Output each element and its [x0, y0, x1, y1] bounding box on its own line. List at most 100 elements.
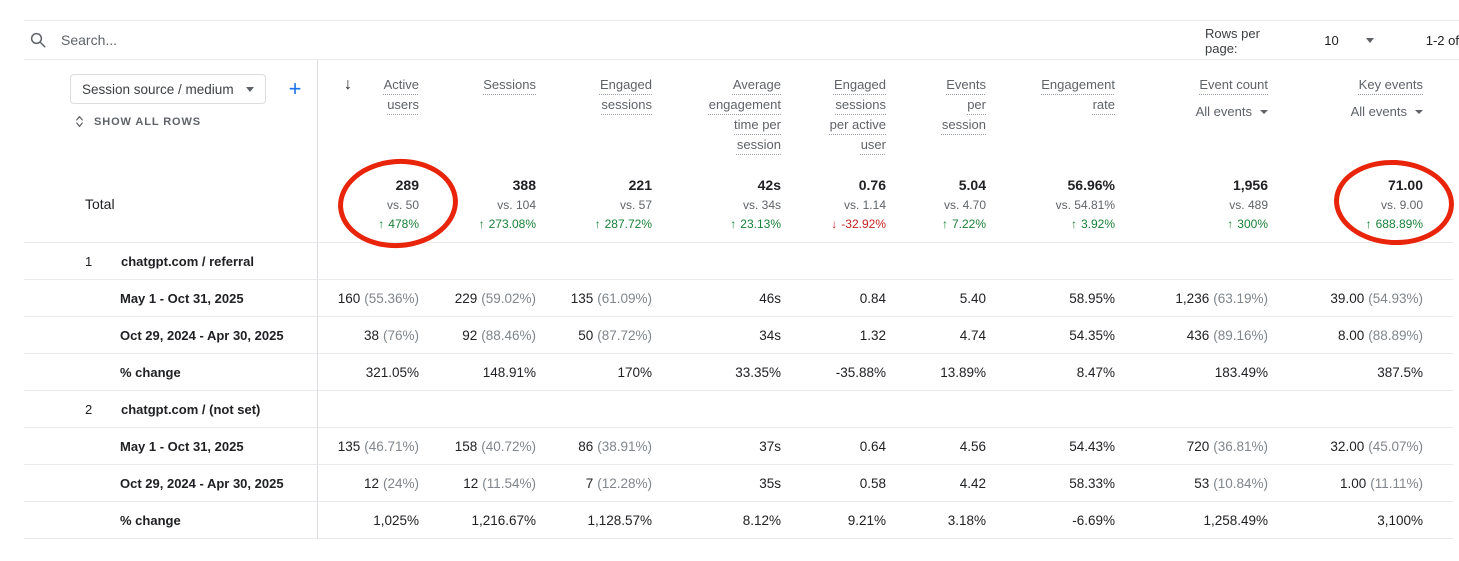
metric-cell: 720 (36.81%) — [1125, 428, 1278, 465]
total-engaged-sessions-per-user: 0.76 vs. 1.14 -32.92% — [791, 165, 896, 243]
metric-cell: 3.18% — [896, 502, 996, 539]
metric-cell: 13.89% — [896, 354, 996, 391]
total-avg-engagement-time: 42s vs. 34s 23.13% — [662, 165, 791, 243]
change-indicator: 300% — [1227, 216, 1268, 232]
metric-cell: 8.00 (88.89%) — [1278, 317, 1453, 354]
rows-per-page-label: Rows per page: — [1205, 25, 1260, 56]
total-active-users: 289 vs. 50 478% — [317, 165, 429, 243]
metric-cell: 0.64 — [791, 428, 896, 465]
trend-arrow-icon — [1227, 217, 1233, 231]
empty-cell — [546, 243, 662, 280]
table-search-bar — [24, 21, 1459, 60]
metric-cell: 92 (88.46%) — [429, 317, 546, 354]
column-header-engaged-sessions[interactable]: Engaged sessions — [599, 77, 652, 112]
empty-cell — [996, 391, 1125, 428]
metric-cell: 160 (55.36%) — [317, 280, 429, 317]
change-indicator: 3.92% — [1071, 216, 1115, 232]
chevron-down-icon — [1365, 38, 1374, 43]
metric-cell: 183.49% — [1125, 354, 1278, 391]
metric-cell: 1.32 — [791, 317, 896, 354]
group-row-dimension[interactable]: 1 chatgpt.com / referral — [24, 243, 317, 280]
column-header-key-events[interactable]: Key events All events — [1278, 60, 1453, 165]
trend-arrow-icon — [1366, 217, 1372, 231]
metric-cell: 4.56 — [896, 428, 996, 465]
metric-cell: 4.74 — [896, 317, 996, 354]
empty-cell — [429, 391, 546, 428]
date-range-row-label: May 1 - Oct 31, 2025 — [24, 428, 317, 465]
metric-cell: 58.33% — [996, 465, 1125, 502]
metric-cell: 12 (11.54%) — [429, 465, 546, 502]
metric-cell: 9.21% — [791, 502, 896, 539]
metric-cell: 148.91% — [429, 354, 546, 391]
pagination-controls: Rows per page: 10 1-2 of — [1205, 21, 1459, 60]
metric-cell: 0.84 — [791, 280, 896, 317]
unfold-more-icon — [76, 115, 83, 128]
rows-per-page-value: 10 — [1324, 33, 1339, 48]
metric-cell: 8.47% — [996, 354, 1125, 391]
metric-cell: 135 (46.71%) — [317, 428, 429, 465]
metric-cell: 54.43% — [996, 428, 1125, 465]
empty-cell — [662, 243, 791, 280]
date-range-row-label: May 1 - Oct 31, 2025 — [24, 280, 317, 317]
empty-cell — [896, 243, 996, 280]
trend-arrow-icon — [378, 217, 384, 231]
comparison-table: ↓ Active users Sessions Engaged sessions… — [24, 60, 1453, 539]
metric-cell: 1,216.67% — [429, 502, 546, 539]
change-indicator: 23.13% — [730, 216, 781, 232]
metric-cell: 86 (38.91%) — [546, 428, 662, 465]
key-events-filter[interactable]: All events — [1278, 102, 1423, 122]
change-indicator: -32.92% — [831, 216, 886, 232]
metric-cell: 39.00 (54.93%) — [1278, 280, 1453, 317]
column-header-engaged-sessions-per-user[interactable]: Engaged sessions per active user — [829, 77, 886, 152]
date-range-row-label: Oct 29, 2024 - Apr 30, 2025 — [24, 465, 317, 502]
empty-cell — [896, 391, 996, 428]
column-header-event-count[interactable]: Event count All events — [1125, 60, 1278, 165]
search-input[interactable] — [61, 32, 401, 48]
total-engagement-rate: 56.96% vs. 54.81% 3.92% — [996, 165, 1125, 243]
empty-cell — [662, 391, 791, 428]
change-indicator: 478% — [378, 216, 419, 232]
column-header-active-users[interactable]: ↓ Active users — [317, 60, 429, 165]
metric-cell: 54.35% — [996, 317, 1125, 354]
add-dimension-button[interactable]: + — [288, 76, 302, 101]
empty-cell — [317, 391, 429, 428]
show-all-rows-button[interactable]: SHOW ALL ROWS — [73, 114, 201, 129]
trend-arrow-icon — [831, 217, 837, 231]
pagination-range: 1-2 of — [1425, 33, 1459, 48]
metric-cell: 436 (89.16%) — [1125, 317, 1278, 354]
metric-cell: 1,128.57% — [546, 502, 662, 539]
metric-cell: 5.40 — [896, 280, 996, 317]
empty-cell — [1125, 391, 1278, 428]
metric-cell: 46s — [662, 280, 791, 317]
trend-arrow-icon — [942, 217, 948, 231]
total-events-per-session: 5.04 vs. 4.70 7.22% — [896, 165, 996, 243]
metric-cell: 1,258.49% — [1125, 502, 1278, 539]
column-header-engagement-rate[interactable]: Engagement rate — [1041, 77, 1115, 112]
rows-per-page-select[interactable]: 10 — [1324, 33, 1374, 48]
metric-cell: 34s — [662, 317, 791, 354]
metric-cell: 58.95% — [996, 280, 1125, 317]
empty-cell — [1278, 243, 1453, 280]
total-engaged-sessions: 221 vs. 57 287.72% — [546, 165, 662, 243]
change-indicator: 688.89% — [1366, 216, 1423, 232]
column-header-events-per-session[interactable]: Events per session — [941, 77, 986, 132]
trend-arrow-icon — [730, 217, 736, 231]
metric-cell: -6.69% — [996, 502, 1125, 539]
metric-cell: 321.05% — [317, 354, 429, 391]
metric-cell: 53 (10.84%) — [1125, 465, 1278, 502]
chevron-down-icon — [245, 86, 254, 92]
change-indicator: 273.08% — [479, 216, 536, 232]
column-header-sessions[interactable]: Sessions — [483, 77, 536, 92]
trend-arrow-icon — [1071, 217, 1077, 231]
dimension-selector[interactable]: Session source / medium — [70, 74, 266, 104]
metric-cell: 33.35% — [662, 354, 791, 391]
column-header-avg-engagement-time[interactable]: Average engagement time per session — [708, 77, 781, 152]
chevron-down-icon — [1260, 110, 1268, 114]
metric-cell: 50 (87.72%) — [546, 317, 662, 354]
top-divider — [24, 20, 1459, 21]
metric-cell: 387.5% — [1278, 354, 1453, 391]
group-row-dimension[interactable]: 2 chatgpt.com / (not set) — [24, 391, 317, 428]
change-indicator: 7.22% — [942, 216, 986, 232]
metric-cell: 35s — [662, 465, 791, 502]
event-count-filter[interactable]: All events — [1125, 102, 1268, 122]
